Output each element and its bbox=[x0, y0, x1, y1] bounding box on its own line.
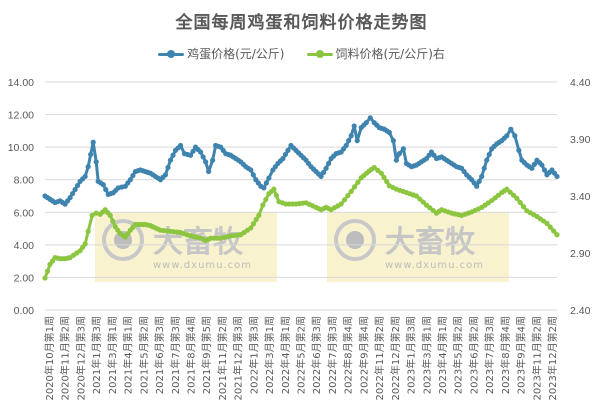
svg-text:4.40: 4.40 bbox=[570, 77, 591, 89]
svg-text:2021年8月第4周: 2021年8月第4周 bbox=[184, 316, 197, 394]
svg-text:2021年5月第2周: 2021年5月第2周 bbox=[137, 316, 150, 394]
svg-text:2021年6月第3周: 2021年6月第3周 bbox=[153, 316, 166, 394]
svg-text:2022年6月第3周: 2022年6月第3周 bbox=[310, 316, 323, 394]
svg-text:2.00: 2.00 bbox=[14, 272, 35, 284]
svg-text:2021年4月第1周: 2021年4月第1周 bbox=[122, 316, 135, 394]
svg-text:0.00: 0.00 bbox=[14, 305, 35, 317]
line-marker-icon bbox=[158, 49, 185, 59]
svg-text:2020年10月第1周: 2020年10月第1周 bbox=[43, 316, 56, 401]
legend-item-feed[interactable]: 饲料价格(元/公斤)右 bbox=[306, 45, 445, 62]
svg-text:2023年11月第2周: 2023年11月第2周 bbox=[530, 316, 543, 401]
svg-text:2021年12月第3周: 2021年12月第3周 bbox=[232, 316, 245, 401]
svg-text:2021年11月第2周: 2021年11月第2周 bbox=[216, 316, 229, 401]
svg-text:12.00: 12.00 bbox=[8, 110, 34, 122]
svg-text:2021年7月第3周: 2021年7月第3周 bbox=[169, 316, 182, 394]
svg-text:大畜牧: 大畜牧 bbox=[385, 225, 476, 260]
svg-text:2023年5月第2周: 2023年5月第2周 bbox=[452, 316, 465, 394]
svg-text:2.40: 2.40 bbox=[570, 305, 591, 317]
svg-text:2023年7月第3周: 2023年7月第3周 bbox=[483, 316, 496, 394]
svg-text:10.00: 10.00 bbox=[8, 142, 34, 154]
line-marker-icon bbox=[306, 49, 333, 59]
svg-text:2023年6月第2周: 2023年6月第2周 bbox=[467, 316, 480, 394]
svg-text:2023年12月第2周: 2023年12月第2周 bbox=[546, 316, 559, 401]
legend-item-egg[interactable]: 鸡蛋价格(元/公斤) bbox=[158, 45, 285, 62]
svg-text:8.00: 8.00 bbox=[14, 175, 35, 187]
svg-text:2020年12月第3周: 2020年12月第3周 bbox=[74, 316, 87, 401]
svg-text:2023年8月第4周: 2023年8月第4周 bbox=[499, 316, 512, 394]
svg-text:2022年3月第1周: 2022年3月第1周 bbox=[263, 316, 276, 394]
y-axis-left: 0.00 2.00 4.00 6.00 8.00 10.00 12.00 14.00 bbox=[8, 77, 34, 317]
svg-text:2021年1月第3周: 2021年1月第3周 bbox=[90, 316, 103, 394]
chart-title: 全国每周鸡蛋和饲料价格走势图 bbox=[175, 13, 428, 33]
svg-text:2023年4月第1周: 2023年4月第1周 bbox=[436, 316, 449, 394]
svg-text:2023年1月第3周: 2023年1月第3周 bbox=[405, 316, 418, 394]
egg-price-line bbox=[42, 115, 560, 207]
svg-text:2020年11月第2周: 2020年11月第2周 bbox=[59, 316, 72, 401]
x-axis: 2020年10月第1周 2020年11月第2周 2020年12月第3周 2021年1月… bbox=[43, 316, 559, 401]
svg-text:2023年9月第4周: 2023年9月第4周 bbox=[515, 316, 528, 394]
feed-price-line bbox=[42, 164, 560, 281]
legend-label-egg: 鸡蛋价格(元/公斤) bbox=[187, 47, 285, 61]
svg-text:2022年5月第2周: 2022年5月第2周 bbox=[295, 316, 308, 394]
svg-text:2022年1月第3周: 2022年1月第3周 bbox=[247, 316, 260, 394]
svg-text:4.00: 4.00 bbox=[14, 240, 35, 252]
svg-text:2022年4月第1周: 2022年4月第1周 bbox=[279, 316, 292, 394]
svg-text:2022年11月第2周: 2022年11月第2周 bbox=[373, 316, 386, 401]
y-axis-right: 2.40 2.90 3.40 3.90 4.40 bbox=[570, 77, 591, 317]
legend: 鸡蛋价格(元/公斤) 饲料价格(元/公斤)右 bbox=[0, 45, 603, 62]
svg-text:14.00: 14.00 bbox=[8, 77, 34, 89]
svg-text:2022年12月第2周: 2022年12月第2周 bbox=[389, 316, 402, 401]
legend-label-feed: 饲料价格(元/公斤)右 bbox=[335, 47, 445, 61]
svg-text:2023年3月第1周: 2023年3月第1周 bbox=[420, 316, 433, 394]
series-lines bbox=[42, 115, 560, 281]
svg-text:2022年7月第3周: 2022年7月第3周 bbox=[326, 316, 339, 394]
svg-text:3.40: 3.40 bbox=[570, 191, 591, 203]
svg-text:3.90: 3.90 bbox=[570, 134, 591, 146]
svg-text:2.90: 2.90 bbox=[570, 248, 591, 260]
svg-text:2021年3月第1周: 2021年3月第1周 bbox=[106, 316, 119, 394]
svg-text:www.dxumu.com: www.dxumu.com bbox=[385, 260, 484, 271]
svg-text:6.00: 6.00 bbox=[14, 207, 35, 219]
svg-text:2022年9月第4周: 2022年9月第4周 bbox=[357, 316, 370, 394]
svg-text:www.dxumu.com: www.dxumu.com bbox=[153, 260, 252, 271]
svg-text:2022年8月第4周: 2022年8月第4周 bbox=[342, 316, 355, 394]
svg-text:2021年9月第5周: 2021年9月第5周 bbox=[200, 316, 213, 394]
